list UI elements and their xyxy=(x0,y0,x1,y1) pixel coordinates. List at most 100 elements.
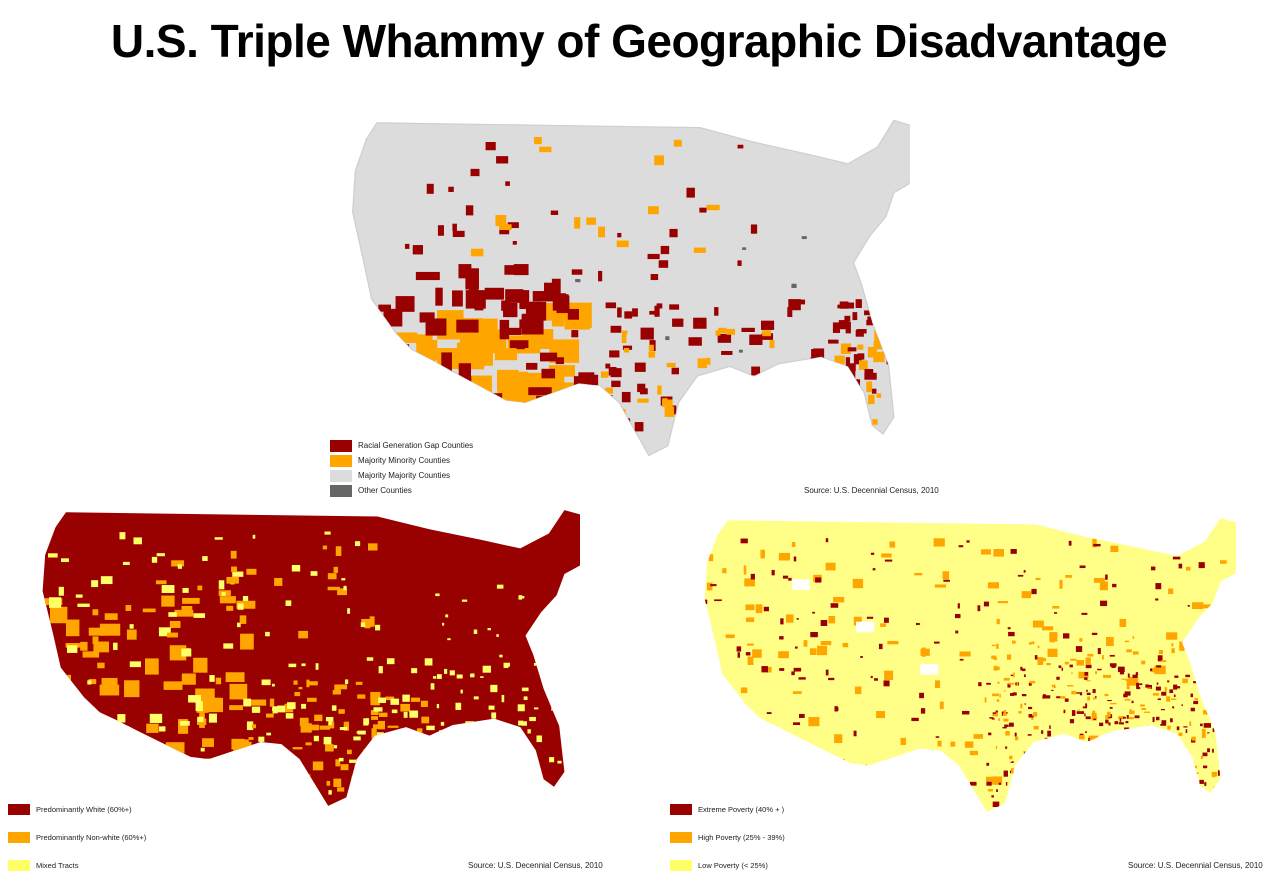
region-patch xyxy=(1084,672,1089,676)
region-patch xyxy=(88,627,106,636)
region-patch xyxy=(483,761,492,769)
region-patch xyxy=(1152,693,1160,696)
region-patch xyxy=(146,723,159,733)
region-patch xyxy=(1124,732,1128,737)
region-patch xyxy=(332,690,341,695)
region-patch xyxy=(488,705,495,710)
region-patch xyxy=(558,598,564,604)
region-patch xyxy=(1061,667,1064,671)
region-patch xyxy=(277,705,286,713)
source-note: Source: U.S. Decennial Census, 2010 xyxy=(804,486,939,495)
region-patch xyxy=(1212,748,1214,753)
region-patch xyxy=(1200,682,1206,686)
region-patch xyxy=(715,330,721,336)
region-patch xyxy=(1191,602,1204,610)
region-patch xyxy=(1124,640,1130,643)
region-patch xyxy=(739,430,745,441)
region-patch xyxy=(1156,716,1160,721)
region-patch xyxy=(1190,654,1196,657)
region-patch xyxy=(1182,678,1188,684)
region-patch xyxy=(400,763,405,768)
region-patch xyxy=(1086,680,1091,682)
region-patch xyxy=(809,806,812,811)
region-patch xyxy=(551,703,559,711)
region-patch xyxy=(1097,739,1100,742)
region-patch xyxy=(338,709,345,714)
region-patch xyxy=(507,222,519,229)
region-patch xyxy=(226,605,234,611)
region-patch xyxy=(293,680,298,685)
region-patch xyxy=(519,595,525,599)
region-patch xyxy=(794,646,798,649)
region-patch xyxy=(742,389,751,394)
region-patch xyxy=(407,386,425,398)
region-patch xyxy=(337,787,345,792)
region-patch xyxy=(462,795,469,804)
region-patch xyxy=(1049,725,1051,729)
region-patch xyxy=(1128,717,1134,720)
region-patch xyxy=(1190,766,1195,770)
region-patch xyxy=(853,616,862,626)
region-patch xyxy=(1084,776,1088,780)
region-patch xyxy=(1018,711,1022,714)
region-patch xyxy=(1088,794,1094,798)
region-patch xyxy=(1170,635,1176,640)
region-patch xyxy=(657,385,662,395)
region-patch xyxy=(1151,757,1156,761)
region-patch xyxy=(1129,709,1132,712)
region-patch xyxy=(408,775,416,779)
region-patch xyxy=(261,789,268,795)
region-patch xyxy=(354,764,360,771)
region-patch xyxy=(1031,641,1035,645)
region-patch xyxy=(181,648,192,657)
region-patch xyxy=(291,761,300,767)
region-patch xyxy=(1051,684,1056,688)
region-patch xyxy=(750,573,755,580)
region-patch xyxy=(987,582,1000,589)
region-patch xyxy=(442,790,446,798)
region-patch xyxy=(632,308,638,317)
region-patch xyxy=(1051,774,1054,777)
region-patch xyxy=(80,641,88,651)
region-patch xyxy=(543,643,547,649)
region-patch xyxy=(1078,671,1089,679)
region-patch xyxy=(236,622,241,628)
region-patch xyxy=(1092,710,1096,714)
region-patch xyxy=(788,299,801,311)
region-patch xyxy=(1143,711,1151,713)
region-patch xyxy=(1111,806,1115,809)
region-patch xyxy=(484,393,503,415)
region-patch xyxy=(257,755,268,765)
region-patch xyxy=(202,738,214,747)
region-patch xyxy=(743,565,747,575)
region-patch xyxy=(1205,693,1211,698)
region-patch xyxy=(291,565,301,572)
region-patch xyxy=(391,709,398,714)
region-patch xyxy=(1094,671,1098,675)
region-patch xyxy=(366,657,374,661)
legend-race-tracts: Predominantly White (60%+) Predominantly … xyxy=(8,804,146,888)
region-patch xyxy=(818,751,824,756)
region-patch xyxy=(333,566,339,573)
region-patch xyxy=(1160,723,1167,726)
region-patch xyxy=(347,608,351,614)
region-patch xyxy=(399,765,403,775)
region-patch xyxy=(710,584,717,587)
region-patch xyxy=(229,683,248,700)
region-patch xyxy=(549,608,555,612)
region-patch xyxy=(984,697,987,703)
region-patch xyxy=(791,283,797,288)
region-patch xyxy=(1076,660,1085,666)
region-patch xyxy=(809,648,817,656)
region-patch xyxy=(1163,746,1167,755)
region-patch xyxy=(557,397,580,411)
region-patch xyxy=(765,666,772,673)
region-patch xyxy=(528,387,552,396)
region-patch xyxy=(1091,713,1097,721)
region-patch xyxy=(991,644,996,647)
region-patch xyxy=(1032,805,1035,808)
region-patch xyxy=(1005,731,1010,736)
region-patch xyxy=(1028,642,1032,645)
region-patch xyxy=(539,617,544,623)
region-patch xyxy=(1109,654,1115,657)
